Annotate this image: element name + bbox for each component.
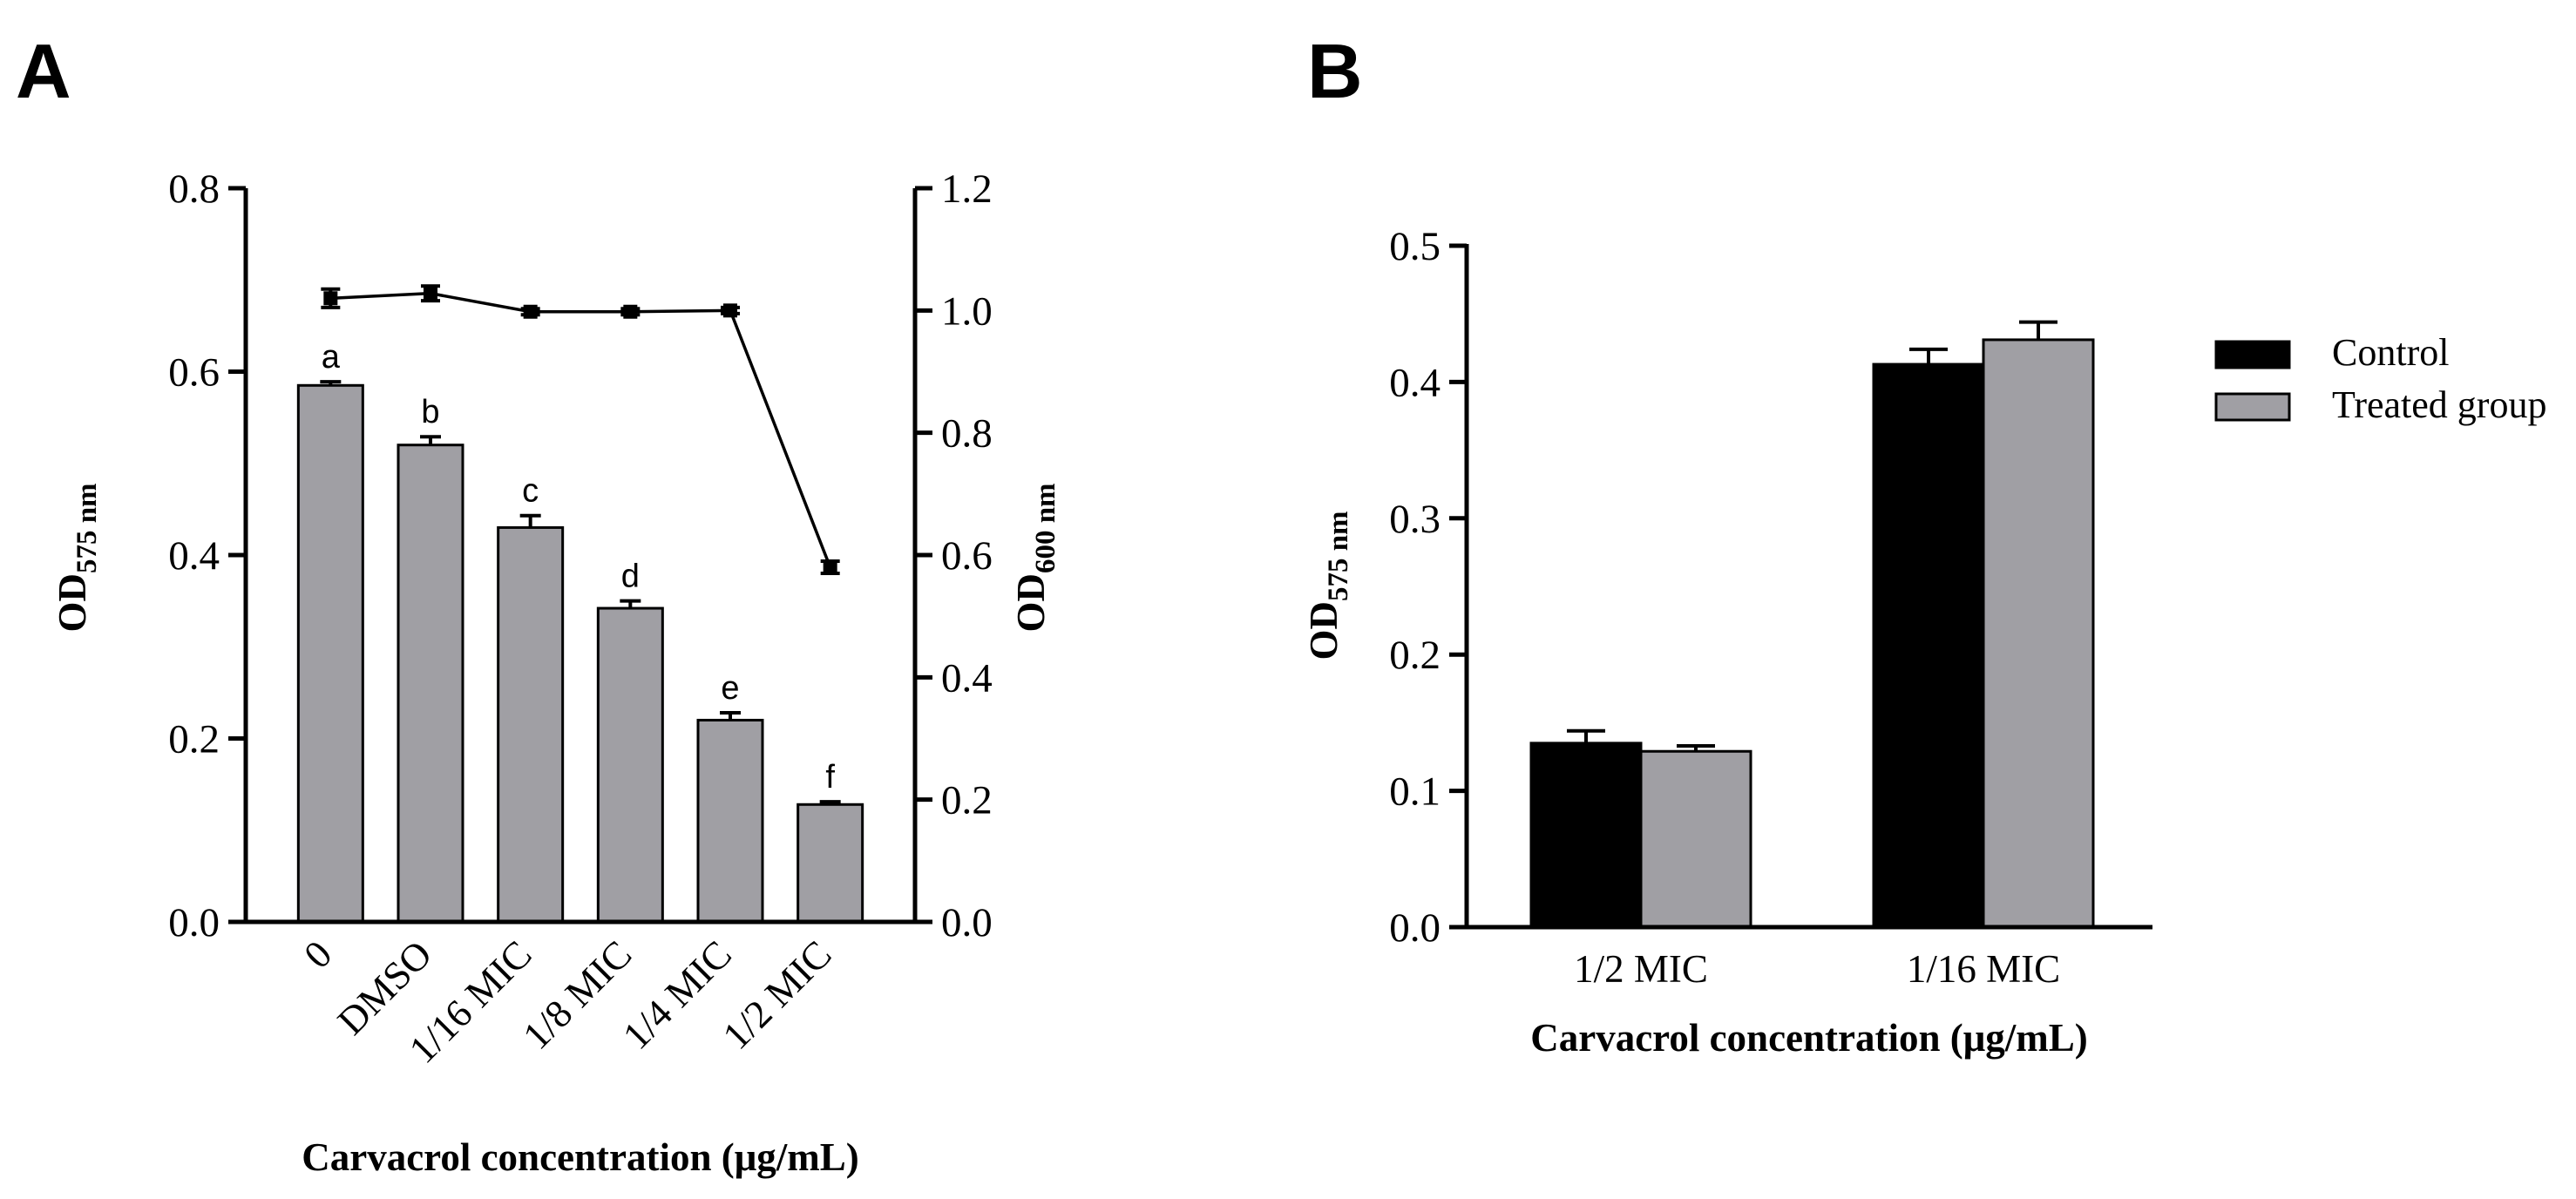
bar: [797, 803, 864, 924]
panel-b-marks: [1529, 320, 2095, 929]
panel-b: B 0.0 0.1 0.2 0.3 0.4 0.5 1/2 MIC 1/16 MIC OD5…: [1302, 28, 2546, 1060]
significance-letter: a: [322, 339, 341, 376]
y-tick-label: 0.6: [168, 350, 220, 396]
error-bar: [2019, 320, 2057, 340]
legend-label: Treated group: [2332, 383, 2546, 426]
y2-tick-label: 1.0: [941, 288, 993, 334]
y-tick-label: 0.2: [1389, 633, 1441, 678]
y-tick-label: 0.0: [1389, 905, 1441, 951]
panel-a-y-axis-title: OD575 nm: [51, 483, 103, 632]
bar: [1529, 742, 1643, 929]
y-tick-label: 0.3: [1389, 497, 1441, 542]
error-bar: [1677, 743, 1715, 752]
y2-tick-label: 0.6: [941, 533, 993, 579]
panel-a-label: A: [16, 28, 71, 114]
data-point: [623, 304, 638, 319]
error-bar: [1567, 728, 1605, 743]
y2-tick-label: 1.2: [941, 166, 993, 212]
y-tick-label: 0.2: [168, 717, 220, 762]
legend-label: Control: [2332, 331, 2449, 374]
y-tick-label: 0.0: [168, 900, 220, 945]
error-bar: [519, 513, 541, 528]
panel-a: A a b c d e f 0.0 0.2 0.4 0.6 0.8 0.0 0.2 0.4 0.6 0.8…: [16, 28, 1061, 1179]
panel-a-x-axis-title: Carvacrol concentration (μg/mL): [302, 1135, 859, 1179]
y2-tick-label: 0.4: [941, 655, 993, 701]
y-tick-label: 0.4: [168, 533, 220, 579]
bar: [296, 383, 364, 924]
bar: [1872, 362, 1985, 929]
error-bar: [720, 711, 741, 721]
panel-b-legend: Control Treated group: [2214, 331, 2546, 426]
error-bar: [320, 380, 342, 386]
x-tick-label: 1/4 MIC: [614, 932, 740, 1058]
panel-a-y-ticks: 0.0 0.2 0.4 0.6 0.8: [168, 166, 246, 945]
x-tick-label: 1/8 MIC: [514, 932, 640, 1058]
panel-b-y-ticks: 0.0 0.1 0.2 0.3 0.4 0.5: [1389, 224, 1467, 951]
x-tick-label: 1/2 MIC: [1574, 947, 1708, 991]
error-bar: [819, 800, 841, 805]
bar: [497, 525, 565, 924]
significance-letter: c: [522, 473, 539, 510]
x-tick-label: 1/2 MIC: [715, 932, 840, 1058]
significance-letter: b: [421, 394, 439, 430]
panel-b-x-axis-title: Carvacrol concentration (μg/mL): [1530, 1016, 2088, 1060]
panel-b-label: B: [1307, 28, 1363, 114]
data-point: [723, 303, 737, 318]
x-tick-label: 0: [295, 932, 340, 977]
y2-tick-label: 0.8: [941, 411, 993, 457]
bar: [397, 444, 464, 924]
y-tick-label: 0.5: [1389, 224, 1441, 269]
bar: [696, 718, 764, 924]
significance-letter: d: [621, 559, 640, 595]
bar: [596, 606, 664, 924]
error-bar: [620, 599, 641, 609]
panel-a-y2-axis-title: OD600 nm: [1009, 483, 1061, 632]
bar: [1639, 749, 1752, 929]
significance-letter: e: [721, 670, 739, 707]
x-tick-label: 1/16 MIC: [1907, 947, 2060, 991]
error-bar: [420, 435, 441, 445]
y-tick-label: 0.1: [1389, 769, 1441, 815]
legend-swatch: [2214, 392, 2291, 422]
series-line-od600: [330, 291, 832, 568]
panel-b-x-categories: 1/2 MIC 1/16 MIC: [1574, 947, 2060, 991]
y-tick-label: 0.8: [168, 166, 220, 212]
data-point: [323, 291, 338, 306]
bar: [1982, 338, 2095, 929]
y2-tick-label: 0.2: [941, 778, 993, 823]
panel-a-y2-ticks: 0.0 0.2 0.4 0.6 0.8 1.0 1.2: [915, 166, 993, 945]
legend-swatch: [2214, 340, 2291, 369]
error-bar: [1909, 347, 1948, 365]
data-point: [424, 286, 437, 301]
y2-tick-label: 0.0: [941, 900, 993, 945]
panel-b-y-axis-title: OD575 nm: [1302, 511, 1354, 660]
data-point: [523, 304, 538, 319]
panel-a-marks: a b c d e f: [296, 284, 864, 924]
y-tick-label: 0.4: [1389, 360, 1441, 405]
significance-letter: f: [825, 759, 835, 796]
data-point: [823, 560, 837, 575]
